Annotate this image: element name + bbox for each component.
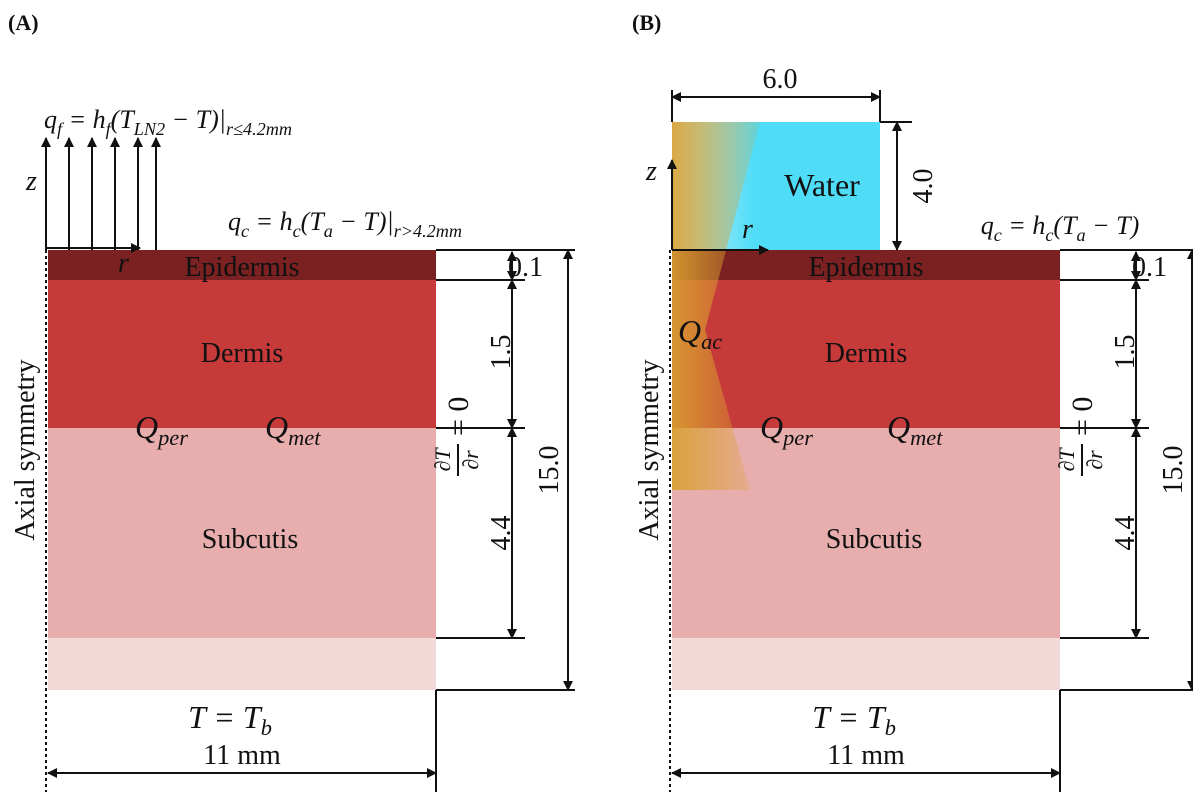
boundary-condition: ∂T∂r = 0 (1054, 397, 1107, 476)
flux-formula: qc = hc(Ta − T)|r>4.2mm (228, 207, 462, 241)
formula-part: met (910, 425, 943, 450)
formula-part: r>4.2mm (394, 221, 462, 241)
dimension-label: 15.0 (534, 446, 565, 495)
dimension-label: 6.0 (763, 64, 798, 95)
formula-part: b (261, 715, 272, 740)
fraction-denominator: ∂r (1082, 450, 1107, 470)
formula-part: − T)| (165, 105, 226, 134)
formula-part: b (885, 715, 896, 740)
formula-part: = h (62, 105, 106, 134)
layer-label: Dermis (825, 338, 907, 369)
boundary-bottom: T = Tb (812, 699, 896, 740)
symmetry-label: Axial symmetry (10, 359, 41, 540)
deep-tissue (48, 638, 436, 690)
fraction-numerator: ∂T (1054, 447, 1079, 472)
figure: (A)EpidermisDermisSubcutisQperQmet0.11.5… (0, 0, 1193, 792)
flux-formula: qc = hc(Ta − T) (981, 211, 1140, 245)
symmetry-label: Axial symmetry (634, 359, 665, 540)
panel-label: (B) (632, 10, 661, 35)
formula-part: a (324, 221, 333, 241)
formula-part: − T) (1086, 211, 1140, 240)
layer-label: Dermis (201, 338, 283, 369)
width-label: 11 mm (203, 740, 281, 771)
flux-formula: qf = hf(TLN2 − T)|r≤4.2mm (44, 105, 292, 139)
fraction-numerator: ∂T (430, 447, 455, 472)
boundary-condition: ∂T∂r = 0 (430, 397, 483, 476)
dimension-label: 0.1 (508, 252, 543, 283)
formula-part: q (44, 105, 57, 134)
formula-part: Q (678, 313, 701, 349)
fraction-denominator: ∂r (458, 450, 483, 470)
dimension-label: 4.0 (908, 169, 939, 204)
dimension-label: 1.5 (1110, 335, 1141, 370)
formula-part: Q (887, 409, 910, 445)
formula-part: met (288, 425, 321, 450)
formula-part: c (293, 221, 301, 241)
formula-part: c (994, 225, 1002, 245)
layer-label: Epidermis (808, 252, 923, 283)
formula-part: ac (701, 329, 722, 354)
boundary-rhs: = 0 (442, 397, 475, 436)
formula-part: per (156, 425, 188, 450)
deep-tissue (672, 638, 1060, 690)
dimension-label: 15.0 (1158, 446, 1189, 495)
formula-part: Q (265, 409, 288, 445)
formula-part: = h (249, 207, 293, 236)
formula-part: q (228, 207, 241, 236)
formula-part: c (241, 221, 249, 241)
axis-label: r (742, 214, 753, 245)
formula-part: Q (135, 409, 158, 445)
boundary-bottom: T = Tb (188, 699, 272, 740)
formula-part: per (781, 425, 813, 450)
axis-label: z (25, 166, 37, 197)
dimension-label: 1.5 (486, 335, 517, 370)
panel-label: (A) (8, 10, 39, 35)
formula-part: Q (760, 409, 783, 445)
dimension-label: 4.4 (1110, 516, 1141, 551)
dimension-label: 4.4 (486, 516, 517, 551)
layer-label: Subcutis (202, 524, 298, 555)
dimension-label: 0.1 (1132, 252, 1167, 283)
formula-part: LN2 (133, 119, 165, 139)
formula-part: q (981, 211, 994, 240)
formula-part: (T (1053, 211, 1078, 240)
axis-label: r (118, 248, 129, 279)
layer-label: Epidermis (184, 252, 299, 283)
formula-part: T = T (188, 699, 263, 735)
formula-part: a (1077, 225, 1086, 245)
boundary-rhs: = 0 (1066, 397, 1099, 436)
formula-part: − T)| (333, 207, 394, 236)
formula-part: r≤4.2mm (226, 119, 292, 139)
formula-part: c (1045, 225, 1053, 245)
formula-part: T = T (812, 699, 887, 735)
axis-label: z (645, 156, 657, 187)
formula-part: (T (301, 207, 326, 236)
formula-part: (T (111, 105, 136, 134)
layer-label: Subcutis (826, 524, 922, 555)
water-label: Water (784, 167, 860, 203)
formula-part: = h (1002, 211, 1046, 240)
width-label: 11 mm (827, 740, 905, 771)
